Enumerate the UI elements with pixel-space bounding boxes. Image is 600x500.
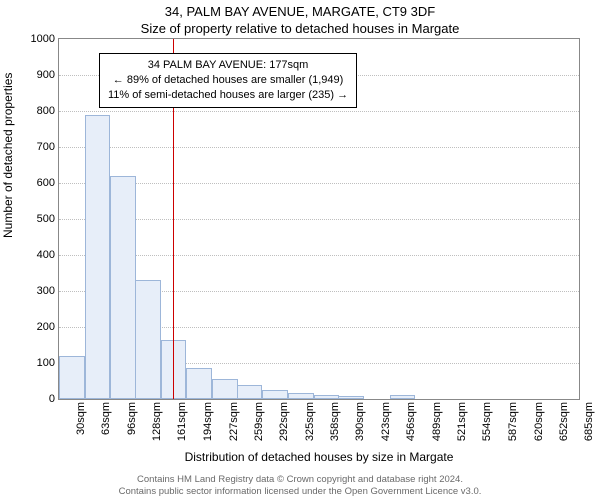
- x-tick-label: 456sqm: [405, 402, 417, 441]
- annotation-box: 34 PALM BAY AVENUE: 177sqm← 89% of detac…: [99, 53, 357, 108]
- x-tick-label: 390sqm: [354, 402, 366, 441]
- y-tick-label: 700: [37, 141, 59, 153]
- gridline-h: [59, 111, 579, 112]
- y-axis-label: Number of detached properties: [1, 73, 15, 238]
- x-tick-label: 521sqm: [456, 402, 468, 441]
- footer-line1: Contains HM Land Registry data © Crown c…: [0, 474, 600, 486]
- histogram-bar: [262, 390, 288, 399]
- histogram-bar: [135, 280, 161, 399]
- histogram-bar: [338, 396, 364, 399]
- gridline-h: [59, 183, 579, 184]
- x-tick-label: 685sqm: [583, 402, 595, 441]
- chart-container: Number of detached properties 0100200300…: [0, 38, 600, 453]
- histogram-bar: [314, 395, 340, 399]
- x-tick-label: 161sqm: [176, 402, 188, 441]
- y-tick-label: 500: [37, 213, 59, 225]
- x-tick-label: 620sqm: [533, 402, 545, 441]
- gridline-h: [59, 219, 579, 220]
- y-tick-label: 1000: [31, 33, 59, 45]
- x-tick-label: 554sqm: [481, 402, 493, 441]
- x-tick-label: 587sqm: [507, 402, 519, 441]
- x-axis-label: Distribution of detached houses by size …: [58, 450, 580, 464]
- x-tick-label: 325sqm: [304, 402, 316, 441]
- x-tick-label: 30sqm: [75, 402, 87, 435]
- histogram-bar: [110, 176, 136, 399]
- annotation-line1: 34 PALM BAY AVENUE: 177sqm: [108, 58, 348, 73]
- x-tick-label: 423sqm: [380, 402, 392, 441]
- plot-area: 0100200300400500600700800900100034 PALM …: [58, 38, 580, 400]
- x-tick-label: 652sqm: [558, 402, 570, 441]
- histogram-bar: [85, 115, 111, 399]
- footer-line2: Contains public sector information licen…: [0, 486, 600, 498]
- y-tick-label: 200: [37, 321, 59, 333]
- gridline-h: [59, 147, 579, 148]
- histogram-bar: [390, 395, 416, 399]
- histogram-bar: [237, 385, 263, 399]
- page-title-line1: 34, PALM BAY AVENUE, MARGATE, CT9 3DF: [0, 4, 600, 21]
- x-tick-label: 259sqm: [253, 402, 265, 441]
- x-tick-label: 292sqm: [278, 402, 290, 441]
- annotation-line3: 11% of semi-detached houses are larger (…: [108, 88, 348, 103]
- y-tick-label: 300: [37, 285, 59, 297]
- page-title-line2: Size of property relative to detached ho…: [0, 21, 600, 38]
- x-tick-label: 358sqm: [329, 402, 341, 441]
- x-tick-label: 96sqm: [126, 402, 138, 435]
- y-tick-label: 100: [37, 357, 59, 369]
- x-tick-label: 63sqm: [100, 402, 112, 435]
- y-tick-label: 900: [37, 69, 59, 81]
- histogram-bar: [186, 368, 212, 399]
- attribution-footer: Contains HM Land Registry data © Crown c…: [0, 474, 600, 498]
- x-tick-label: 194sqm: [202, 402, 214, 441]
- histogram-bar: [288, 393, 314, 399]
- y-tick-label: 600: [37, 177, 59, 189]
- x-tick-label: 227sqm: [228, 402, 240, 441]
- y-tick-label: 400: [37, 249, 59, 261]
- annotation-line2: ← 89% of detached houses are smaller (1,…: [108, 73, 348, 88]
- y-tick-label: 800: [37, 105, 59, 117]
- histogram-bar: [212, 379, 238, 399]
- gridline-h: [59, 255, 579, 256]
- x-tick-label: 489sqm: [431, 402, 443, 441]
- x-tick-label: 128sqm: [151, 402, 163, 441]
- title-area: 34, PALM BAY AVENUE, MARGATE, CT9 3DF Si…: [0, 0, 600, 38]
- y-tick-label: 0: [49, 393, 59, 405]
- histogram-bar: [59, 356, 85, 399]
